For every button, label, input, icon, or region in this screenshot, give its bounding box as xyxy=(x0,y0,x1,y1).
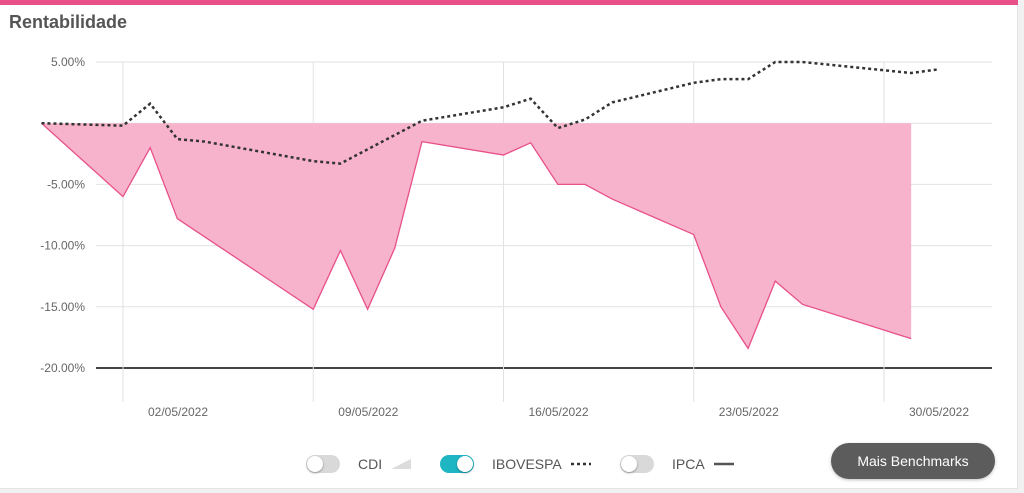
y-tick-label: -20.00% xyxy=(40,361,85,375)
ibovespa-toggle[interactable] xyxy=(440,455,474,473)
area-symbol-icon xyxy=(391,459,412,469)
accent-bar xyxy=(0,0,1018,5)
legend-label-ipca: IPCA xyxy=(672,456,705,472)
dotted-line-icon xyxy=(570,462,591,466)
x-tick-label: 09/05/2022 xyxy=(338,405,398,419)
y-tick-label: -15.00% xyxy=(40,300,85,314)
toggle-knob xyxy=(621,456,637,472)
x-tick-label: 30/05/2022 xyxy=(909,405,969,419)
x-tick-label: 16/05/2022 xyxy=(528,405,588,419)
legend-item-ipca: IPCA xyxy=(620,448,735,480)
toggle-knob xyxy=(307,456,323,472)
y-tick-label: 5.00% xyxy=(51,55,85,69)
y-tick-label: -5.00% xyxy=(47,177,85,191)
toggle-knob xyxy=(457,456,473,472)
legend-label-ibovespa: IBOVESPA xyxy=(492,456,562,472)
solid-line-icon xyxy=(713,462,734,466)
x-tick-label: 23/05/2022 xyxy=(719,405,779,419)
x-tick-label: 02/05/2022 xyxy=(148,405,208,419)
chart-legend: CDI IBOVESPA IPCA xyxy=(0,448,1018,480)
cdi-line xyxy=(41,122,912,350)
legend-item-cdi: CDI xyxy=(306,448,412,480)
cdi-toggle[interactable] xyxy=(306,455,340,473)
y-tick-label: -10.00% xyxy=(40,239,85,253)
rentabilidade-chart: 5.00% -5.00% -10.00% -15.00% -20.00% 02/05/20… xyxy=(40,55,992,419)
card-title: Rentabilidade xyxy=(9,12,128,32)
cdi-area xyxy=(41,123,912,349)
legend-label-cdi: CDI xyxy=(358,456,383,472)
ipca-toggle[interactable] xyxy=(620,455,654,473)
legend-item-ibovespa: IBOVESPA xyxy=(440,448,592,480)
more-benchmarks-button[interactable]: Mais Benchmarks xyxy=(831,443,995,479)
